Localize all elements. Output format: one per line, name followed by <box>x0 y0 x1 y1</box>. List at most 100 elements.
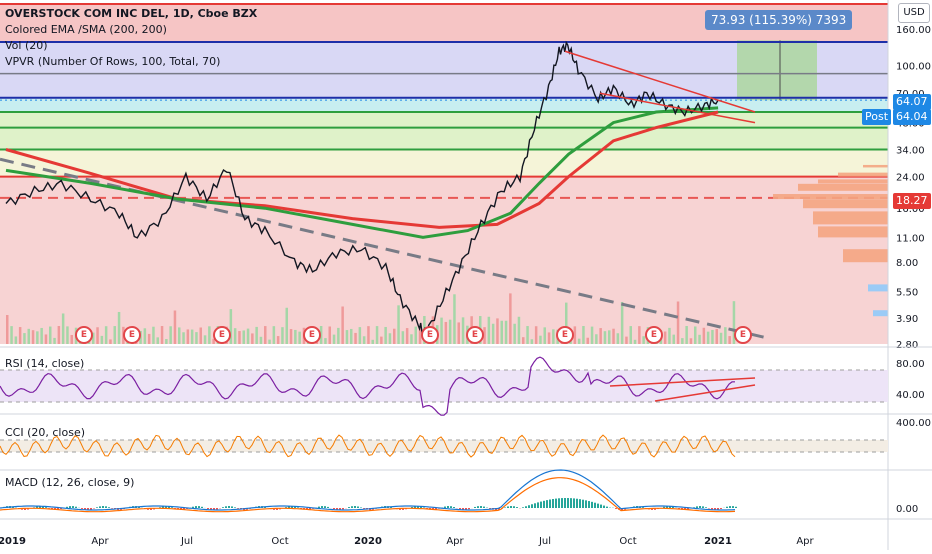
earnings-marker[interactable]: E <box>123 326 141 344</box>
vpvr-bar <box>873 310 888 316</box>
volume-bar <box>694 326 697 344</box>
rsi-tick-label: 40.00 <box>896 390 925 401</box>
macd-histogram-bar <box>90 508 92 510</box>
y-tick-label: 3.90 <box>896 314 918 325</box>
macd-histogram-bar <box>576 499 578 508</box>
x-tick-label: Jul <box>180 536 193 547</box>
volume-bar <box>380 337 383 344</box>
rsi-tick-label: 80.00 <box>896 359 925 370</box>
macd-histogram-bar <box>480 506 482 508</box>
earnings-marker[interactable]: E <box>645 326 663 344</box>
macd-histogram-bar <box>75 507 77 508</box>
macd-histogram-bar <box>474 507 476 508</box>
vpvr-bar <box>773 194 888 199</box>
volume-bar <box>260 337 263 344</box>
volume-bar <box>118 312 121 344</box>
macd-histogram-bar <box>582 500 584 508</box>
volume-bar <box>195 332 198 344</box>
volume-bar <box>273 326 276 344</box>
volume-bar <box>49 327 52 344</box>
volume-bar <box>243 330 246 344</box>
macd-histogram-bar <box>45 507 47 508</box>
macd-histogram-bar <box>528 505 530 508</box>
earnings-marker[interactable]: E <box>213 326 231 344</box>
macd-histogram-bar <box>483 507 485 508</box>
macd-histogram-bar <box>705 507 707 508</box>
volume-bar <box>384 327 387 344</box>
y-tick-label: 100.00 <box>896 61 931 72</box>
volume-bar <box>144 328 147 344</box>
volume-bar <box>36 331 39 344</box>
volume-bar <box>445 322 448 344</box>
zone-band <box>0 112 888 149</box>
macd-histogram-bar <box>600 505 602 508</box>
macd-histogram-bar <box>735 507 737 508</box>
currency-button[interactable]: USD <box>898 3 930 23</box>
macd-histogram-bar <box>642 507 644 508</box>
macd-histogram-bar <box>228 506 230 508</box>
ema-legend[interactable]: Colored EMA /SMA (200, 200) <box>5 22 257 38</box>
volume-bar <box>505 321 508 344</box>
earnings-marker[interactable]: E <box>75 326 93 344</box>
macd-histogram-bar <box>588 501 590 508</box>
symbol-title[interactable]: OVERSTOCK COM INC DEL, 1D, Cboe BZX <box>5 6 257 22</box>
macd-histogram-bar <box>564 498 566 508</box>
volume-bar <box>238 331 241 344</box>
vpvr-bar <box>843 249 888 262</box>
volume-bar <box>53 338 56 344</box>
volume-bar <box>354 333 357 344</box>
volume-bar <box>599 328 602 344</box>
volume-bar <box>544 327 547 344</box>
volume-bar <box>363 336 366 344</box>
volume-bar <box>522 337 525 344</box>
volume-bar <box>513 324 516 344</box>
earnings-marker[interactable]: E <box>466 326 484 344</box>
macd-histogram-bar <box>594 503 596 508</box>
vpvr-legend[interactable]: VPVR (Number Of Rows, 100, Total, 70) <box>5 54 257 70</box>
volume-bar <box>281 327 284 344</box>
volume-bar <box>376 326 379 344</box>
zone-band <box>0 177 888 344</box>
volume-bar <box>6 315 9 344</box>
earnings-marker[interactable]: E <box>734 326 752 344</box>
volume-bar <box>612 329 615 344</box>
volume-bar <box>492 324 495 344</box>
x-tick-label: Apr <box>91 536 109 547</box>
volume-bar <box>324 338 327 344</box>
earnings-marker[interactable]: E <box>421 326 439 344</box>
volume-bar <box>728 336 731 344</box>
volume-bar <box>96 327 99 344</box>
earnings-marker[interactable]: E <box>556 326 574 344</box>
earnings-marker[interactable]: E <box>303 326 321 344</box>
volume-bar <box>707 332 710 344</box>
vpvr-bar <box>803 199 888 208</box>
volume-bar <box>449 320 452 344</box>
vol-legend[interactable]: Vol (20) <box>5 38 257 54</box>
volume-bar <box>402 331 405 344</box>
volume-bar <box>165 339 168 344</box>
macd-histogram-bar <box>348 507 350 508</box>
cci-label[interactable]: CCI (20, close) <box>5 426 85 439</box>
volume-bar <box>630 326 633 344</box>
volume-bar <box>673 335 676 344</box>
macd-histogram-bar <box>516 507 518 508</box>
macd-histogram-bar <box>96 507 98 508</box>
volume-bar <box>698 335 701 344</box>
macd-histogram-bar <box>573 498 575 508</box>
volume-bar <box>720 333 723 344</box>
macd-histogram-bar <box>450 506 452 508</box>
macd-histogram-bar <box>597 504 599 508</box>
volume-bar <box>548 332 551 344</box>
macd-histogram-bar <box>360 507 362 508</box>
volume-bar <box>341 306 344 344</box>
macd-label[interactable]: MACD (12, 26, close, 9) <box>5 476 134 489</box>
indicator-legend: OVERSTOCK COM INC DEL, 1D, Cboe BZX Colo… <box>5 6 257 70</box>
macd-histogram-bar <box>525 506 527 508</box>
volume-bar <box>157 337 160 344</box>
macd-histogram-bar <box>696 506 698 508</box>
vpvr-bar <box>818 226 888 237</box>
volume-bar <box>32 330 35 344</box>
rsi-label[interactable]: RSI (14, close) <box>5 357 84 370</box>
